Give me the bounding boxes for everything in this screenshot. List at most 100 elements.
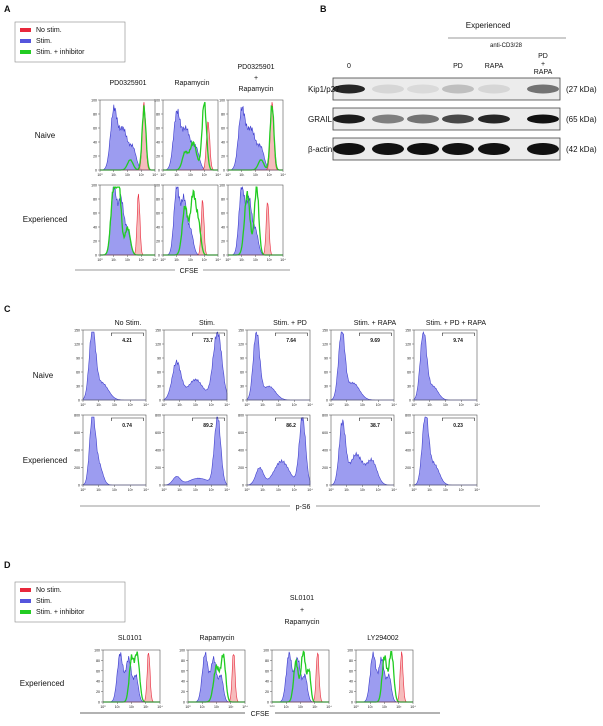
- x-tick-label: 10²: [188, 173, 194, 177]
- y-tick-label: 60: [96, 669, 100, 673]
- legend-swatch: [20, 599, 31, 603]
- y-tick-label: 0: [159, 399, 161, 403]
- column-title: PD0325901: [238, 64, 275, 71]
- x-tick-label: 10⁰: [353, 705, 359, 709]
- y-tick-label: 20: [156, 155, 160, 159]
- y-tick-label: 60: [156, 127, 160, 131]
- y-tick-label: 90: [240, 357, 244, 361]
- histogram: [163, 185, 218, 256]
- x-tick-label: 10⁰: [97, 173, 103, 177]
- x-tick-label: 10³: [376, 403, 382, 407]
- y-tick-label: 0: [267, 701, 269, 705]
- legend-swatch: [20, 588, 31, 592]
- x-tick-label: 10⁰: [80, 488, 86, 492]
- y-tick-label: 60: [76, 371, 80, 375]
- y-tick-label: 0: [351, 701, 353, 705]
- x-tick-label: 10⁴: [474, 403, 480, 407]
- histogram: [163, 416, 228, 486]
- y-tick-label: 400: [74, 449, 80, 453]
- y-tick-label: 150: [322, 329, 328, 333]
- x-tick-label: 10¹: [368, 705, 374, 709]
- histogram: [246, 417, 311, 486]
- y-tick-label: 120: [322, 343, 328, 347]
- y-tick-label: 600: [155, 431, 161, 435]
- y-tick-label: 600: [322, 431, 328, 435]
- y-tick-label: 80: [156, 113, 160, 117]
- label-bg: [175, 264, 203, 276]
- row-label: Experienced: [20, 679, 64, 688]
- x-tick-label: 10³: [209, 488, 215, 492]
- x-tick-label: 10⁴: [143, 403, 149, 407]
- band: [527, 84, 559, 94]
- x-tick-label: 10⁰: [244, 488, 250, 492]
- x-tick-label: 10¹: [260, 488, 266, 492]
- column-title: +: [300, 607, 304, 614]
- y-tick-label: 800: [74, 414, 80, 418]
- column-title: LY294002: [367, 635, 399, 642]
- gate: [359, 417, 392, 421]
- gate: [111, 332, 144, 336]
- x-axis-label: CFSE: [180, 268, 199, 275]
- legend-box: [14, 581, 126, 623]
- y-tick-label: 20: [221, 240, 225, 244]
- histogram: [163, 331, 228, 401]
- band: [333, 114, 365, 124]
- y-tick-label: 800: [405, 414, 411, 418]
- histogram: [82, 331, 146, 401]
- x-tick-label: 10²: [214, 705, 220, 709]
- band: [333, 84, 365, 94]
- x-tick-label: 10⁴: [152, 258, 158, 262]
- x-tick-label: 10⁰: [160, 173, 166, 177]
- x-tick-label: 10⁴: [157, 705, 163, 709]
- y-tick-label: 200: [322, 466, 328, 470]
- x-tick-label: 10⁰: [185, 705, 191, 709]
- x-axis-label: p-S6: [296, 504, 311, 511]
- gate-value: 0.23: [453, 423, 463, 429]
- size-label: (42 kDa): [566, 145, 597, 154]
- band: [333, 143, 365, 155]
- band: [442, 84, 474, 94]
- x-tick-label: 10³: [139, 173, 145, 177]
- protein-label: β-actin: [308, 145, 332, 154]
- band: [407, 114, 439, 124]
- y-tick-label: 80: [221, 113, 225, 117]
- row-label: Experienced: [23, 456, 67, 465]
- y-tick-label: 0: [242, 399, 244, 403]
- y-tick-label: 120: [405, 343, 411, 347]
- y-tick-label: 30: [240, 385, 244, 389]
- y-tick-label: 120: [155, 343, 161, 347]
- x-tick-label: 10⁴: [215, 173, 221, 177]
- y-tick-label: 40: [181, 680, 185, 684]
- x-tick-label: 10⁴: [307, 488, 313, 492]
- x-tick-label: 10²: [360, 488, 366, 492]
- x-tick-label: 10⁴: [215, 258, 221, 262]
- band: [478, 114, 510, 124]
- y-tick-label: 0: [95, 254, 97, 258]
- x-tick-label: 10²: [188, 258, 194, 262]
- x-tick-label: 10¹: [239, 258, 245, 262]
- y-tick-label: 0: [98, 701, 100, 705]
- gate: [192, 332, 225, 336]
- y-tick-label: 400: [322, 449, 328, 453]
- x-tick-label: 10²: [253, 173, 259, 177]
- x-tick-label: 10¹: [260, 403, 266, 407]
- y-tick-label: 0: [159, 484, 161, 488]
- gate-value: 9.74: [453, 338, 463, 344]
- row-label: Naive: [33, 371, 54, 380]
- y-tick-label: 0: [95, 169, 97, 173]
- histogram: [330, 419, 394, 486]
- y-tick-label: 200: [238, 466, 244, 470]
- x-tick-label: 10⁴: [280, 258, 286, 262]
- y-tick-label: 30: [157, 385, 161, 389]
- panel-letter: D: [4, 560, 11, 570]
- x-tick-label: 10³: [396, 705, 402, 709]
- x-tick-label: 10³: [292, 403, 298, 407]
- x-tick-label: 10¹: [115, 705, 121, 709]
- y-tick-label: 80: [265, 659, 269, 663]
- x-tick-label: 10³: [202, 173, 208, 177]
- x-tick-label: 10⁴: [307, 403, 313, 407]
- column-title: Rapamycin: [174, 80, 209, 87]
- x-tick-label: 10⁰: [225, 258, 231, 262]
- column-title: Rapamycin: [238, 86, 273, 93]
- y-tick-label: 150: [238, 329, 244, 333]
